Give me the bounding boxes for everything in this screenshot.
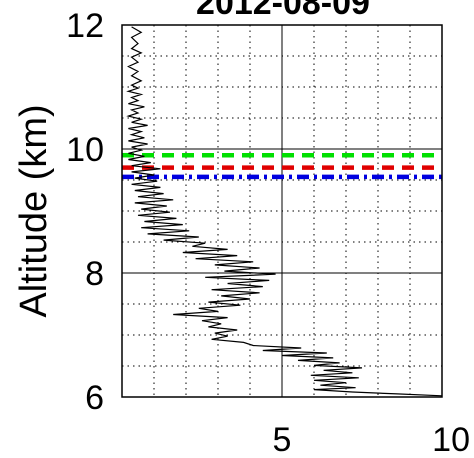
chart-title: 2012-08-09	[196, 0, 370, 22]
y-tick-label: 10	[66, 131, 104, 169]
reference-lines	[122, 152, 442, 180]
y-tick-label: 8	[85, 255, 104, 293]
tick-labels: 6 8 10 12 5 10	[66, 7, 470, 458]
profile-series-line	[126, 26, 442, 397]
y-tick-label: 6	[85, 379, 104, 417]
grid	[121, 24, 443, 398]
x-tick-label: 10	[432, 421, 470, 458]
y-tick-label: 12	[66, 7, 104, 45]
y-axis-label: Altitude (km)	[13, 104, 55, 317]
x-tick-label: 5	[273, 421, 292, 458]
plot-frame	[121, 24, 443, 398]
series-layer	[126, 26, 442, 397]
